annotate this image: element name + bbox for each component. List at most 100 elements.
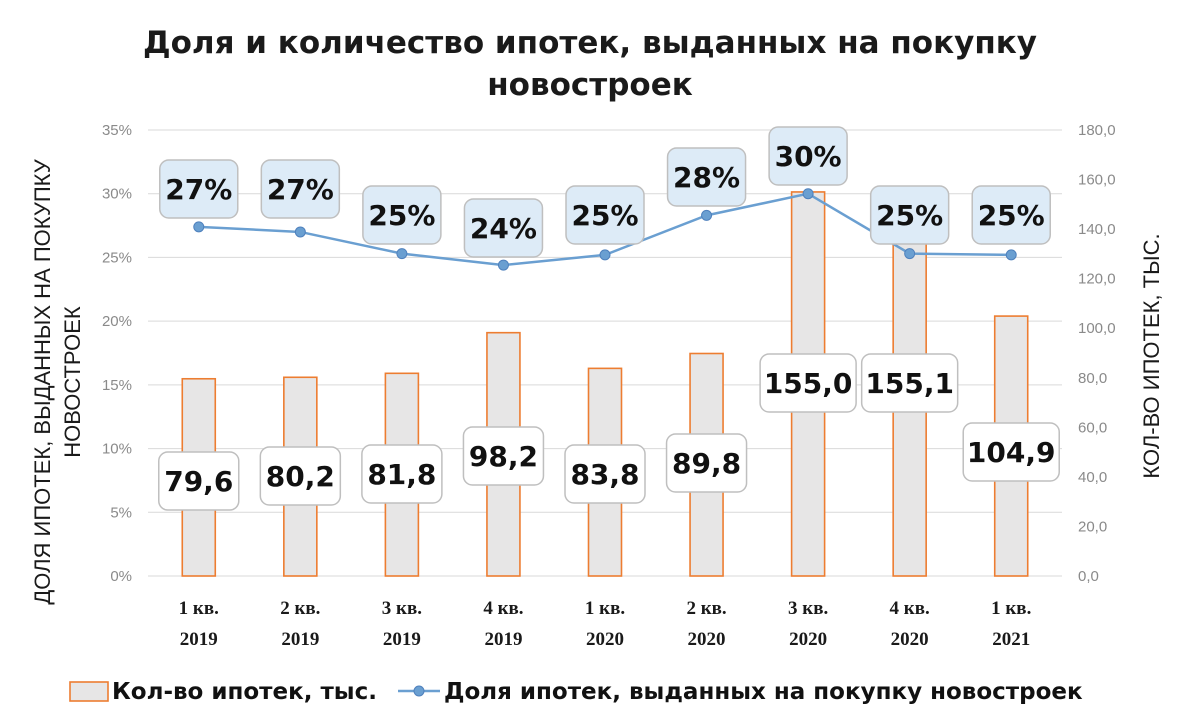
data-label-text: 27% — [267, 173, 334, 206]
data-label-text: 98,2 — [469, 440, 538, 473]
left-axis-tick-label: 30% — [102, 186, 132, 203]
category-label-quarter: 1 кв. — [991, 598, 1031, 619]
right-axis-tick-label: 180,0 — [1078, 122, 1116, 139]
data-label-text: 28% — [673, 161, 740, 194]
data-label-text: 25% — [978, 199, 1045, 232]
data-label-text: 81,8 — [367, 458, 436, 491]
data-label-box — [565, 185, 645, 245]
category-label-quarter: 2 кв. — [686, 598, 726, 619]
right-axis-tick-label: 0,0 — [1078, 568, 1099, 585]
data-label-text: 25% — [571, 199, 638, 232]
line-point — [193, 221, 205, 233]
category-label-quarter: 1 кв. — [585, 598, 625, 619]
legend-bar-label: Кол-во ипотек, тыс. — [112, 679, 377, 705]
bar-data-label: 155,1 — [860, 353, 959, 413]
right-axis-tick-label: 40,0 — [1078, 469, 1107, 486]
line-data-label: 27% — [159, 159, 239, 219]
line-point — [497, 259, 509, 271]
category-label-quarter: 2 кв. — [280, 598, 320, 619]
data-label-box — [462, 426, 545, 486]
bar-data-label: 83,8 — [564, 444, 646, 504]
right-axis-tick-label: 80,0 — [1078, 370, 1107, 387]
data-label-text: 89,8 — [672, 447, 741, 480]
data-label-text: 25% — [876, 199, 943, 232]
data-label-box — [759, 353, 857, 413]
chart-title-line-1: Доля и количество ипотек, выданных на по… — [143, 25, 1037, 61]
data-label-box — [564, 444, 646, 504]
left-axis-tick-label: 0% — [110, 568, 132, 585]
data-label-text: 104,9 — [967, 436, 1056, 469]
category-label-year: 2019 — [484, 629, 522, 650]
data-label-box — [361, 444, 443, 504]
category-label-quarter: 3 кв. — [788, 598, 828, 619]
chart-title-line-2: новостроек — [487, 67, 693, 103]
bar-data-label: 79,6 — [158, 451, 240, 511]
data-label-box — [962, 422, 1060, 482]
bar-data-label: 80,2 — [259, 446, 342, 506]
right-axis-title: КОЛ-ВО ИПОТЕК, ТЫС. — [1139, 233, 1164, 478]
right-axis-tick-label: 120,0 — [1078, 271, 1116, 288]
left-axis-tick-label: 20% — [102, 313, 132, 330]
data-label-box — [260, 159, 341, 219]
data-label-text: 25% — [368, 199, 435, 232]
line-data-labels: 27% 27% 25% 24% 25% 28% 30% 25% 25% — [159, 126, 1051, 258]
line-point — [294, 226, 306, 238]
right-axis-tick-label: 20,0 — [1078, 518, 1107, 535]
left-axis-tick-label: 15% — [102, 377, 132, 394]
data-label-box — [159, 159, 239, 219]
data-label-text: 80,2 — [266, 460, 335, 493]
data-label-text: 30% — [775, 140, 842, 173]
left-axis-tick-label: 10% — [102, 441, 132, 458]
category-label-year: 2019 — [281, 629, 319, 650]
left-axis-tick-label: 35% — [102, 122, 132, 139]
bar-data-label: 81,8 — [361, 444, 443, 504]
data-label-box — [869, 185, 950, 245]
data-label-box — [665, 433, 748, 493]
legend-line-marker — [413, 685, 425, 697]
category-label-year: 2020 — [688, 629, 726, 650]
left-axis-tick-label: 25% — [102, 249, 132, 266]
category-label-quarter: 4 кв. — [890, 598, 930, 619]
left-axis-ticks: 0% 5% 10% 15% 20% 25% 30% 35% — [102, 122, 132, 585]
line-data-label: 25% — [971, 185, 1051, 245]
right-axis-tick-label: 100,0 — [1078, 320, 1116, 337]
category-label-year: 2019 — [180, 629, 218, 650]
data-label-box — [259, 446, 342, 506]
line-point — [701, 209, 713, 221]
category-label-quarter: 4 кв. — [483, 598, 523, 619]
line-data-label: 25% — [565, 185, 645, 245]
line-data-label: 25% — [362, 185, 442, 245]
line-data-label: 27% — [260, 159, 341, 219]
line-data-label: 30% — [768, 126, 848, 186]
line-point — [1005, 249, 1017, 261]
bar-data-label: 155,0 — [759, 353, 857, 413]
left-axis-title-line-1: ДОЛЯ ИПОТЕК, ВЫДАННЫХ НА ПОКУПКУ — [30, 158, 55, 604]
data-label-text: 83,8 — [570, 458, 639, 491]
data-label-box — [860, 353, 959, 413]
bar-data-label: 89,8 — [665, 433, 748, 493]
data-label-box — [666, 147, 747, 207]
data-label-box — [971, 185, 1051, 245]
right-axis-ticks: 0,0 20,0 40,0 60,0 80,0 100,0 120,0 140,0 160,0 1… — [1078, 122, 1116, 585]
category-label-quarter: 1 кв. — [179, 598, 219, 619]
data-label-text: 155,0 — [764, 367, 853, 400]
right-axis-tick-label: 60,0 — [1078, 419, 1107, 436]
bar-data-label: 104,9 — [962, 422, 1060, 482]
category-label-year: 2020 — [586, 629, 624, 650]
line-data-label: 28% — [666, 147, 747, 207]
bar-data-labels: 79,6 80,2 81,8 98,2 83,8 89,8 155,0 155,1 104,9 — [158, 353, 1060, 511]
data-label-text: 24% — [470, 212, 537, 245]
data-label-text: 27% — [165, 173, 232, 206]
data-label-text: 155,1 — [865, 367, 954, 400]
line-point — [802, 188, 814, 200]
line-data-label: 25% — [869, 185, 950, 245]
left-axis-tick-label: 5% — [110, 504, 132, 521]
line-point — [904, 248, 916, 260]
legend-bar-swatch — [69, 681, 109, 702]
data-label-box — [362, 185, 442, 245]
right-axis-tick-label: 160,0 — [1078, 172, 1116, 189]
line-point — [599, 249, 611, 261]
line-data-label: 24% — [463, 198, 544, 258]
legend-line-label: Доля ипотек, выданных на покупку новостр… — [444, 679, 1083, 705]
